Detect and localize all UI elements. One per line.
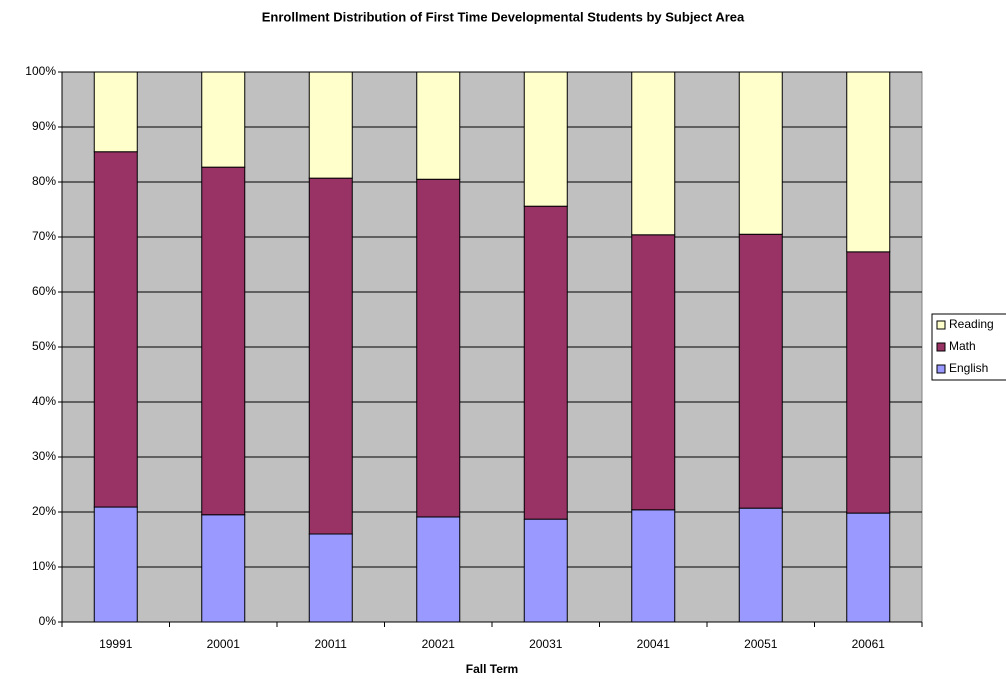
bar-segment: [846, 71, 891, 253]
bar-segment: [93, 506, 138, 623]
bar-segment: [523, 518, 568, 623]
y-tick-label: 0%: [39, 614, 57, 628]
chart-title: Enrollment Distribution of First Time De…: [262, 9, 745, 24]
bar-segment: [738, 507, 783, 623]
x-tick-label: 20061: [852, 637, 886, 651]
x-tick-label: 20031: [529, 637, 563, 651]
bar-segment: [93, 151, 138, 508]
bar-segment: [416, 178, 461, 518]
y-tick-label: 60%: [32, 284, 56, 298]
bar-segment: [631, 71, 676, 236]
legend-swatch: [936, 342, 946, 352]
bar-segment: [93, 71, 138, 153]
bar-segment: [201, 71, 246, 168]
bar-segment: [846, 251, 891, 514]
bar-segment: [308, 177, 353, 535]
legend-label: Math: [949, 339, 976, 353]
y-tick-label: 40%: [32, 394, 56, 408]
legend-label: Reading: [949, 317, 994, 331]
bar-segment: [631, 509, 676, 623]
y-tick-label: 90%: [32, 119, 56, 133]
legend-swatch: [936, 320, 946, 330]
y-tick-label: 80%: [32, 174, 56, 188]
x-tick-label: 20011: [315, 637, 348, 651]
x-tick-label: 20051: [744, 637, 778, 651]
y-tick-label: 20%: [32, 504, 56, 518]
bar-segment: [846, 512, 891, 623]
bar-segment: [631, 234, 676, 511]
x-tick-label: 20021: [422, 637, 456, 651]
bar-segment: [308, 71, 353, 179]
legend-label: English: [949, 361, 988, 375]
bar-segment: [416, 516, 461, 623]
bar-segment: [201, 514, 246, 623]
x-axis-label: Fall Term: [466, 662, 518, 676]
y-tick-label: 70%: [32, 229, 56, 243]
bar-segment: [308, 533, 353, 623]
bar-segment: [523, 205, 568, 520]
legend-swatch: [936, 364, 946, 374]
bar-segment: [416, 71, 461, 180]
x-tick-label: 20041: [637, 637, 671, 651]
y-tick-label: 10%: [32, 559, 56, 573]
bar-segment: [738, 71, 783, 235]
y-tick-label: 50%: [32, 339, 56, 353]
x-tick-label: 20001: [207, 637, 241, 651]
bar-segment: [738, 233, 783, 509]
x-tick-label: 19991: [99, 637, 133, 651]
y-tick-label: 30%: [32, 449, 56, 463]
y-tick-label: 100%: [25, 64, 56, 78]
bar-segment: [523, 71, 568, 207]
bar-segment: [201, 166, 246, 516]
